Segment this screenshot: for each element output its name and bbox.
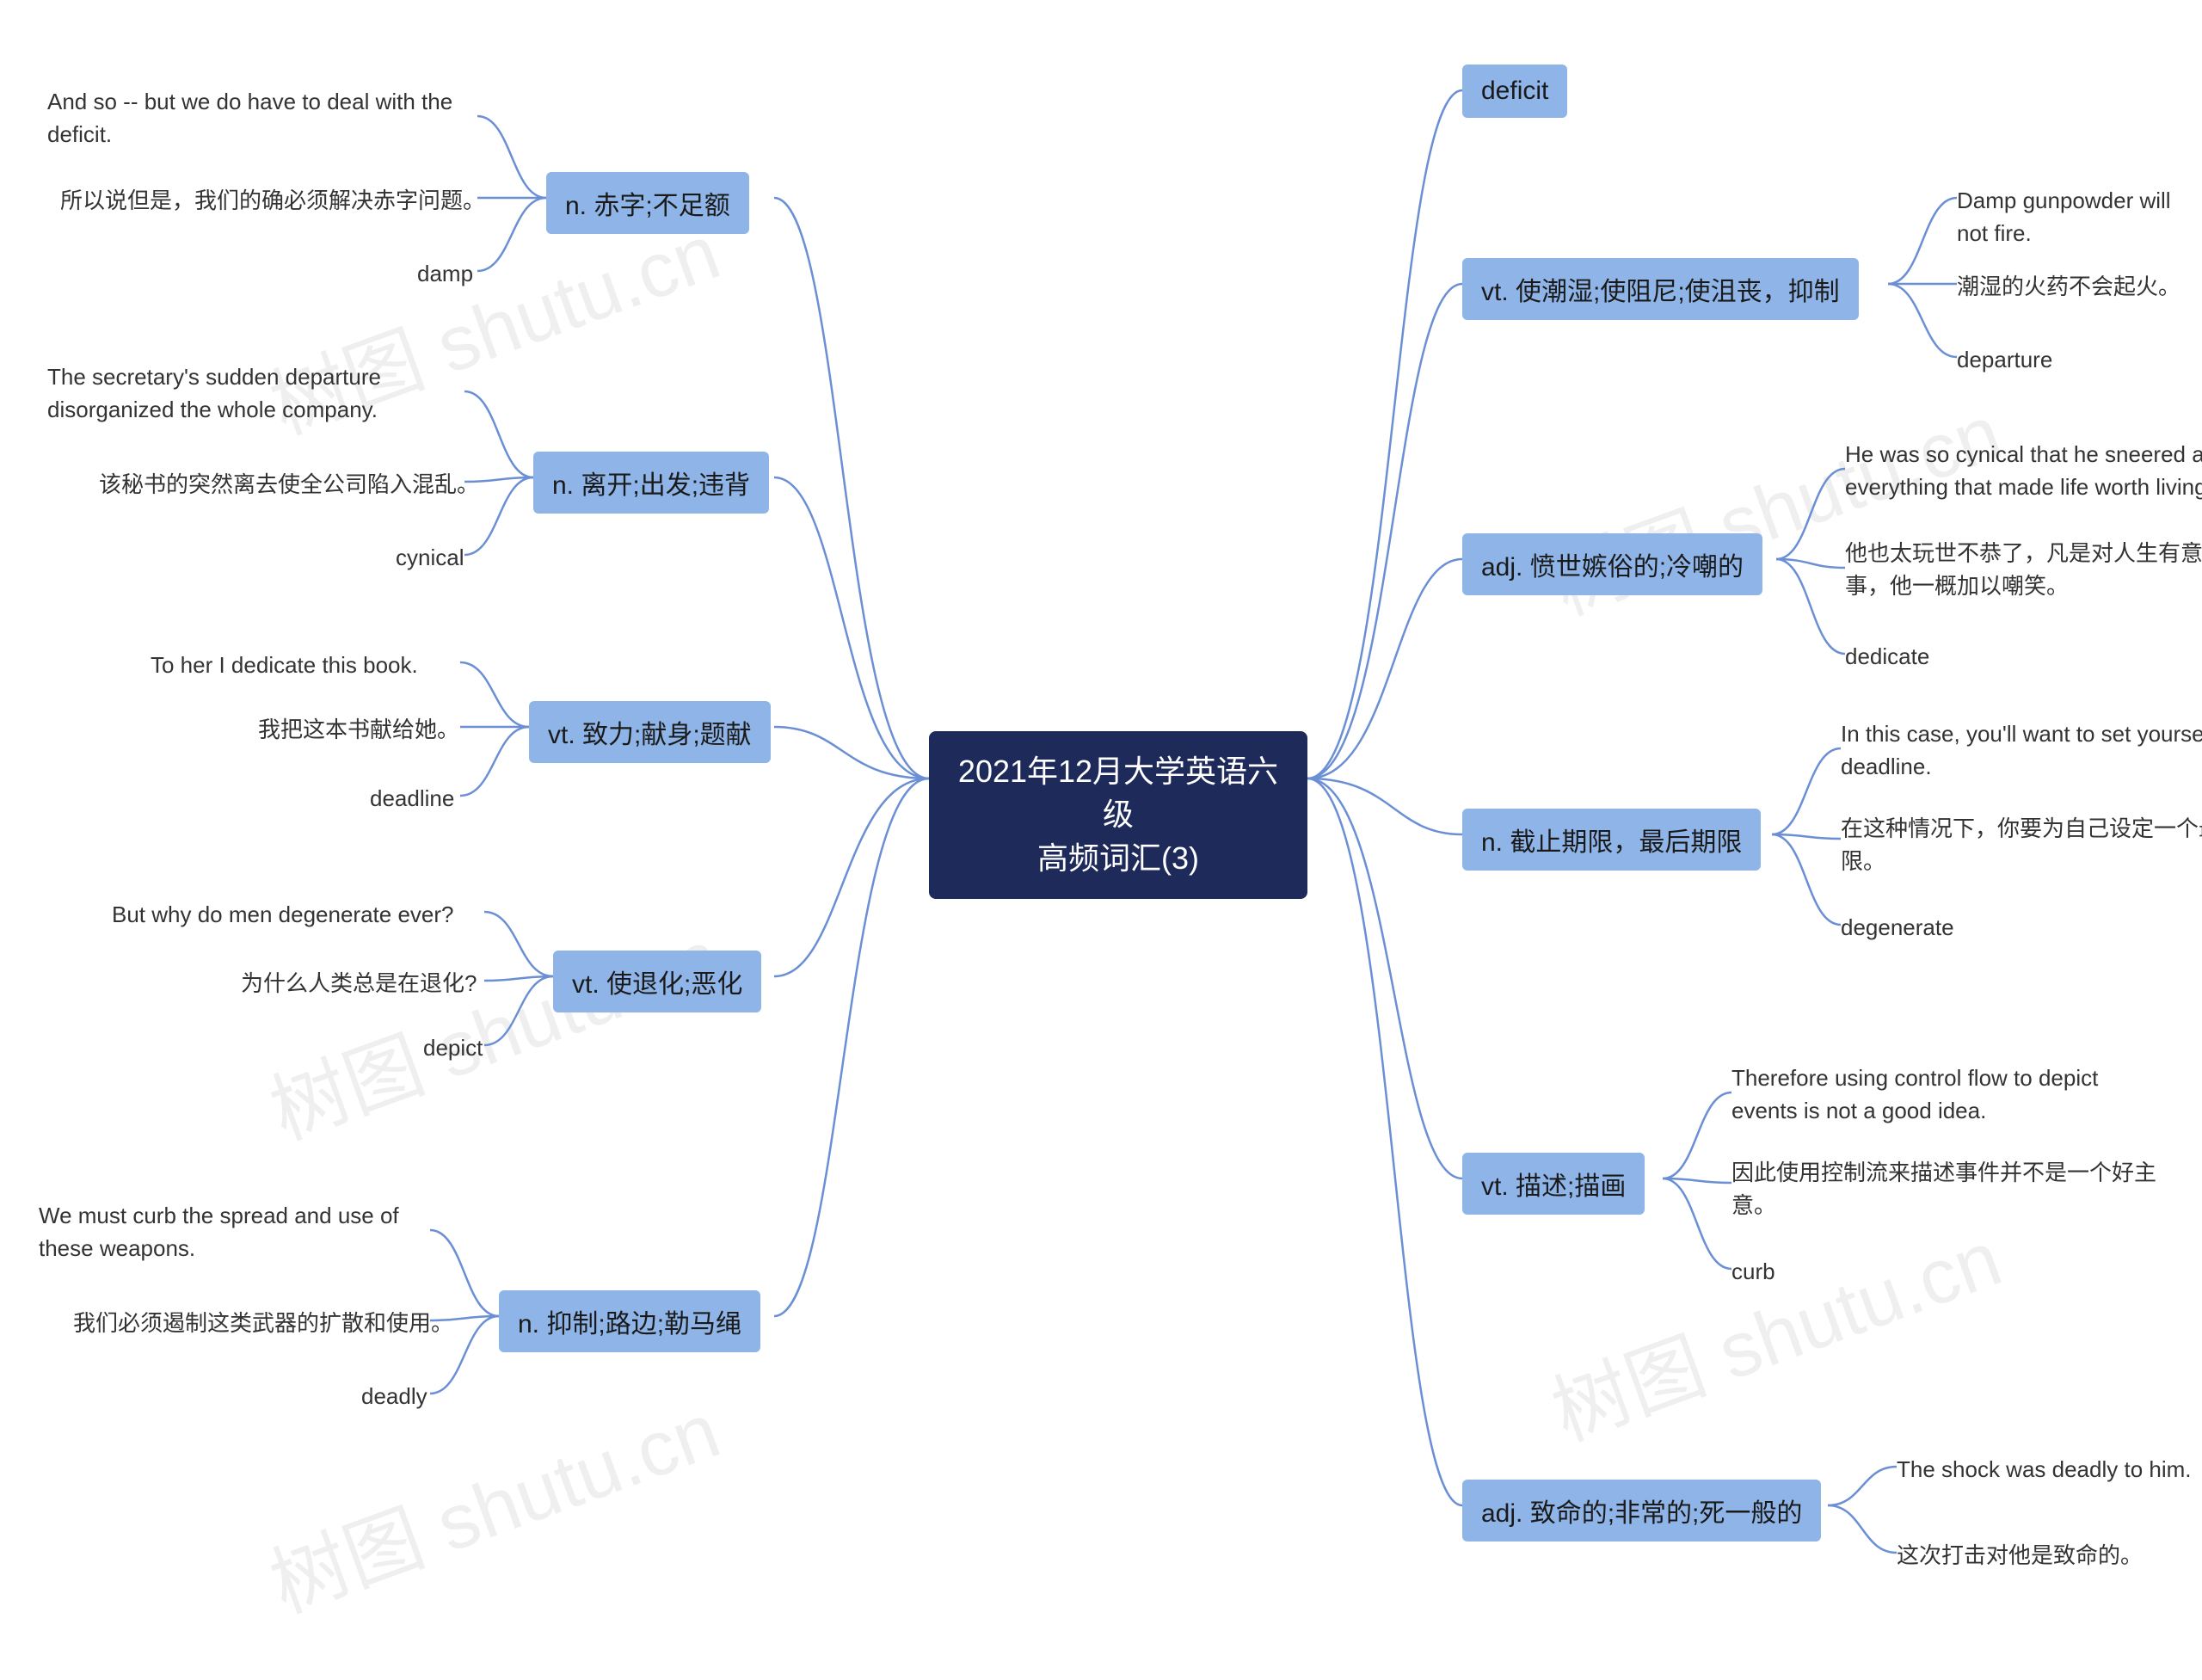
leaf-right-1-1: 潮湿的火药不会起火。: [1957, 271, 2180, 304]
leaf-right-5-1: 这次打击对他是致命的。: [1897, 1540, 2143, 1572]
leaf-left-2-2: deadline: [370, 783, 454, 815]
branch-left-0: n. 赤字;不足额: [546, 172, 749, 234]
branch-right-4: vt. 描述;描画: [1462, 1153, 1645, 1215]
watermark: 树图 shutu.cn: [253, 1369, 732, 1634]
watermark: 树图 shutu.cn: [253, 895, 732, 1161]
leaf-left-2-1: 我把这本书献给她。: [258, 714, 459, 747]
leaf-right-1-0: Damp gunpowder will not fire.: [1957, 185, 2202, 249]
branch-right-2: adj. 愤世嫉俗的;冷嘲的: [1462, 533, 1762, 595]
leaf-right-3-0: In this case, you'll want to set yoursel…: [1841, 718, 2202, 783]
leaf-left-4-1: 我们必须遏制这类武器的扩散和使用。: [73, 1308, 453, 1340]
leaf-right-3-1: 在这种情况下，你要为自己设定一个最后期限。: [1841, 813, 2202, 877]
leaf-left-3-1: 为什么人类总是在退化?: [241, 968, 477, 1000]
leaf-left-3-2: depict: [423, 1032, 483, 1065]
leaf-right-3-2: degenerate: [1841, 912, 1954, 945]
leaf-left-4-2: deadly: [361, 1381, 427, 1413]
leaf-left-4-0: We must curb the spread and use of these…: [39, 1200, 434, 1265]
leaf-right-2-1: 他也太玩世不恭了，凡是对人生有意义的事，他一概加以嘲笑。: [1845, 538, 2202, 602]
leaf-left-1-2: cynical: [396, 542, 464, 575]
leaf-right-4-0: Therefore using control flow to depict e…: [1731, 1062, 2166, 1127]
branch-left-3: vt. 使退化;恶化: [553, 951, 761, 1012]
leaf-right-5-0: The shock was deadly to him.: [1897, 1454, 2192, 1486]
branch-right-5: adj. 致命的;非常的;死一般的: [1462, 1480, 1821, 1542]
leaf-right-1-2: departure: [1957, 344, 2052, 377]
leaf-left-0-2: damp: [417, 258, 473, 291]
leaf-left-3-0: But why do men degenerate ever?: [112, 899, 453, 932]
root-line2: 高频词汇(3): [1037, 840, 1199, 876]
leaf-right-2-0: He was so cynical that he sneered at eve…: [1845, 439, 2202, 503]
leaf-right-4-2: curb: [1731, 1256, 1775, 1289]
branch-right-0: deficit: [1462, 65, 1567, 118]
leaf-left-1-1: 该秘书的突然离去使全公司陷入混乱。: [99, 469, 479, 502]
branch-left-2: vt. 致力;献身;题献: [529, 701, 771, 763]
branch-left-1: n. 离开;出发;违背: [533, 452, 769, 514]
branch-right-1: vt. 使潮湿;使阻尼;使沮丧，抑制: [1462, 258, 1859, 320]
leaf-left-0-1: 所以说但是，我们的确必须解决赤字问题。: [60, 185, 485, 218]
root-line1: 2021年12月大学英语六级: [958, 754, 1278, 832]
leaf-right-2-2: dedicate: [1845, 641, 1929, 674]
branch-left-4: n. 抑制;路边;勒马绳: [499, 1290, 760, 1352]
branch-right-3: n. 截止期限，最后期限: [1462, 809, 1761, 871]
leaf-left-1-0: The secretary's sudden departure disorga…: [47, 361, 469, 426]
root-node: 2021年12月大学英语六级 高频词汇(3): [929, 731, 1307, 899]
leaf-right-4-1: 因此使用控制流来描述事件并不是一个好主意。: [1731, 1157, 2170, 1222]
watermark: 树图 shutu.cn: [1535, 1197, 2014, 1462]
leaf-left-2-0: To her I dedicate this book.: [151, 649, 418, 682]
leaf-left-0-0: And so -- but we do have to deal with th…: [47, 86, 482, 151]
